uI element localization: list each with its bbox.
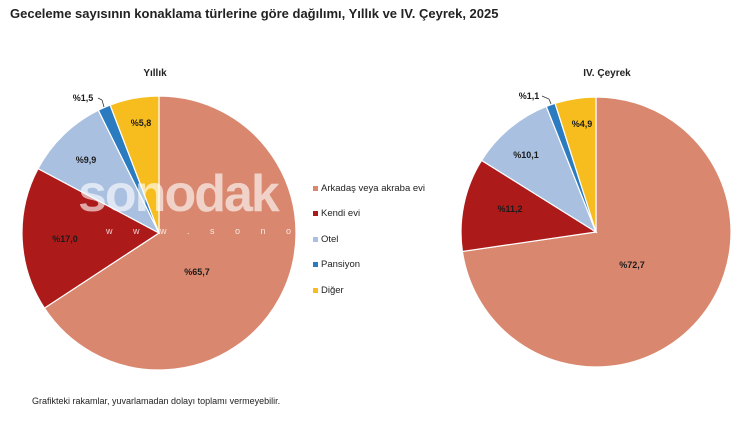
slice-label-2: %10,1 (513, 150, 539, 160)
legend-swatch (313, 287, 318, 293)
legend-swatch (313, 236, 318, 242)
legend-label: Arkadaş veya akraba evi (321, 183, 426, 194)
footnote: Grafikteki rakamlar, yuvarlamadan dolayı… (32, 396, 281, 406)
pie-slice-4 (109, 95, 160, 234)
legend-label: Diğer (321, 284, 344, 296)
legend-item-kendi: Kendi evi (313, 206, 425, 221)
slice-label-3: %1,5 (73, 93, 94, 103)
slice-label-2: %9,9 (76, 155, 97, 165)
legend-item-pansiyon: Pansiyon (313, 257, 425, 272)
pie-slice-2 (37, 109, 161, 235)
pie-slice-2 (480, 105, 598, 234)
legend-item-diger: Diğer (313, 283, 425, 298)
pie-slice-1 (460, 159, 598, 253)
slice-label-4: %4,9 (572, 119, 593, 129)
slice-label-0: %72,7 (619, 260, 645, 270)
pie-title: IV. Çeyrek (583, 68, 631, 79)
legend: Arkadaş veya akraba evi Kendi evi Otel P… (313, 181, 425, 308)
pie-q4: %72,7 %11,2 %10,1 %1,1 %4,9 IV. Çeyrek (460, 68, 732, 368)
legend-swatch (313, 211, 318, 217)
pie-slice-0 (43, 95, 297, 371)
slice-label-4: %5,8 (131, 118, 152, 128)
slice-label-1: %17,0 (52, 234, 78, 244)
pie-title: Yıllık (143, 68, 167, 79)
pie-annual: %65,7 %17,0 %9,9 %1,5 %5,8 Yıllık (21, 68, 297, 371)
pie-slice-1 (21, 167, 161, 309)
legend-label: Kendi evi (321, 208, 361, 220)
slice-label-3: %1,1 (519, 91, 540, 101)
legend-label: Pansiyon (321, 259, 361, 271)
legend-item-otel: Otel (313, 232, 425, 247)
legend-item-arkadas: Arkadaş veya akraba evi (313, 181, 425, 196)
leader-line (541, 95, 552, 105)
legend-swatch (313, 186, 318, 191)
pie-slice-4 (554, 96, 597, 233)
legend-label: Otel (321, 233, 339, 245)
chart-title: Geceleme sayısının konaklama türlerine g… (10, 6, 499, 21)
slice-label-0: %65,7 (184, 267, 210, 277)
leader-line (97, 97, 105, 108)
slice-label-1: %11,2 (497, 204, 522, 214)
legend-swatch (313, 262, 318, 268)
